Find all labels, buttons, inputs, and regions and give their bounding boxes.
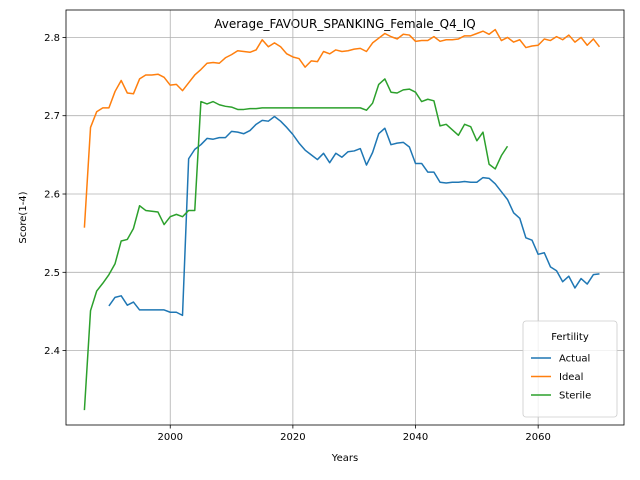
series-line-sterile [83, 78, 509, 411]
y-tick-label: 2.6 [44, 190, 60, 201]
x-axis-label: Years [331, 453, 358, 464]
x-tick-label: 2040 [403, 432, 428, 443]
y-tick-label: 2.4 [44, 346, 60, 357]
legend-label-sterile: Sterile [559, 391, 591, 402]
series-line-actual [108, 115, 600, 317]
plot-frame [65, 9, 625, 426]
legend-label-actual: Actual [559, 354, 590, 365]
chart-title: Average_FAVOUR_SPANKING_Female_Q4_IQ [214, 17, 476, 31]
legend: Fertility Actual Ideal Sterile [522, 320, 618, 418]
legend-title: Fertility [551, 332, 589, 343]
legend-items: Actual Ideal Sterile [531, 354, 591, 402]
y-tick-label: 2.5 [44, 268, 60, 279]
series-line-ideal [83, 28, 601, 228]
series-layer [83, 28, 601, 411]
x-tick-label: 2000 [158, 432, 183, 443]
y-tick-label: 2.7 [44, 111, 60, 122]
axis-ticks: 2000 2020 2040 2060 2.4 2.5 2.6 2.7 2.8 [44, 33, 551, 443]
x-tick-label: 2020 [280, 432, 305, 443]
grid-lines [66, 10, 624, 425]
legend-box [522, 320, 618, 418]
legend-label-ideal: Ideal [559, 372, 583, 383]
y-tick-label: 2.8 [44, 33, 60, 44]
x-tick-label: 2060 [525, 432, 550, 443]
y-axis-label: Score(1-4) [18, 191, 29, 243]
